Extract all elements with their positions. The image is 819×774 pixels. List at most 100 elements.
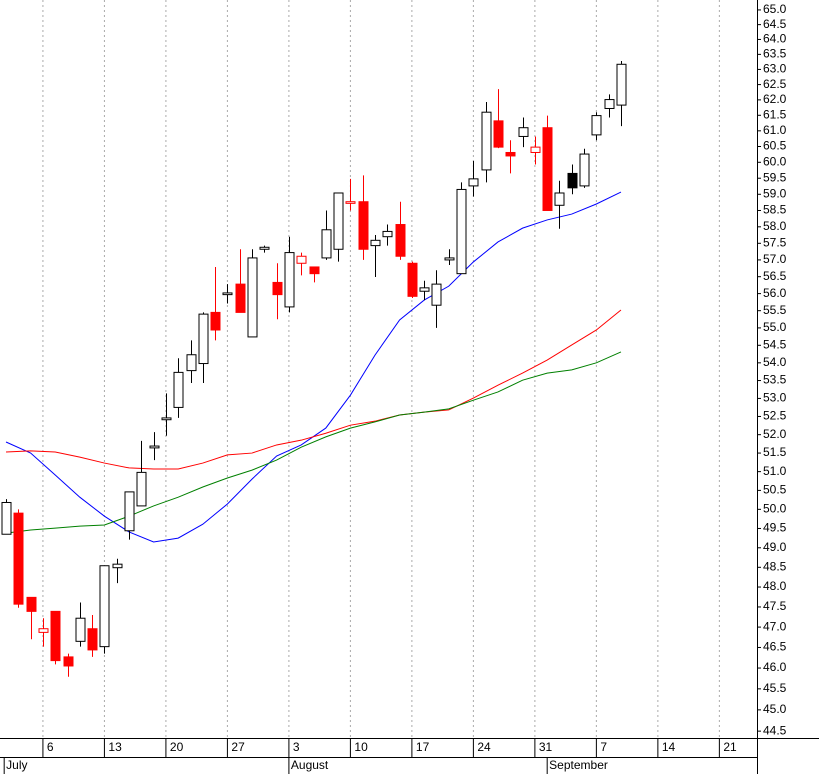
candle-body — [370, 239, 381, 247]
y-tick-label: 53.5 — [763, 373, 787, 387]
y-tick-label: 54.5 — [763, 337, 787, 351]
y-tick-label: 61.0 — [763, 123, 787, 137]
y-tick-label: 57.5 — [763, 235, 787, 249]
x-tick-label: 20 — [170, 740, 184, 754]
candle-body — [136, 471, 147, 507]
candle-body — [468, 178, 479, 187]
y-tick-label: 62.0 — [763, 92, 787, 106]
y-tick-label: 59.0 — [763, 186, 787, 200]
y-tick-label: 53.0 — [763, 391, 787, 405]
x-tick-label: 13 — [108, 740, 122, 754]
candle-body — [431, 283, 442, 306]
y-tick-label: 49.5 — [763, 521, 787, 535]
x-tick-label: 24 — [477, 740, 491, 754]
y-tick-label: 46.5 — [763, 640, 787, 654]
y-tick-label: 44.5 — [763, 723, 787, 737]
y-tick-label: 59.5 — [763, 170, 787, 184]
candle-body — [407, 262, 418, 297]
y-tick-label: 55.0 — [763, 320, 787, 334]
y-tick-label: 51.0 — [763, 464, 787, 478]
y-tick-label: 63.0 — [763, 62, 787, 76]
candle-body — [1, 501, 12, 535]
x-tick-label: 3 — [293, 740, 300, 754]
candle-body — [542, 127, 553, 211]
moving-average — [5, 351, 622, 534]
y-tick-label: 64.5 — [763, 17, 787, 31]
x-tick-label: 17 — [416, 740, 430, 754]
candle-body — [591, 115, 602, 136]
y-tick-label: 48.0 — [763, 579, 787, 593]
y-tick-label: 60.5 — [763, 139, 787, 153]
month-label: August — [291, 758, 329, 772]
x-tick-label: 27 — [231, 740, 245, 754]
candle-body — [38, 628, 49, 633]
candle-body — [235, 283, 246, 313]
y-tick-label: 61.5 — [763, 107, 787, 121]
y-tick-label: 62.5 — [763, 77, 787, 91]
candle-body — [296, 255, 307, 264]
moving-average — [6, 309, 622, 470]
y-tick-label: 56.5 — [763, 269, 787, 283]
y-tick-label: 46.0 — [763, 660, 787, 674]
candle-body — [284, 252, 295, 308]
y-tick-label: 50.0 — [763, 501, 787, 515]
x-tick-label: 31 — [539, 740, 553, 754]
y-tick-label: 45.5 — [763, 681, 787, 695]
y-tick-label: 48.5 — [763, 559, 787, 573]
candle-body — [50, 610, 61, 662]
y-tick-label: 55.5 — [763, 303, 787, 317]
candle-body — [345, 201, 356, 204]
y-tick-label: 45.0 — [763, 702, 787, 716]
y-tick-label: 50.5 — [763, 483, 787, 497]
candle-body — [518, 127, 529, 137]
y-tick-label: 56.0 — [763, 286, 787, 300]
candle-body — [530, 146, 541, 153]
candle-body — [124, 491, 135, 532]
y-tick-label: 51.5 — [763, 445, 787, 459]
candle-body — [222, 292, 233, 296]
x-tick-label: 21 — [723, 740, 737, 754]
candle-body — [395, 224, 406, 257]
candle-body — [210, 311, 221, 331]
y-tick-label: 63.5 — [763, 47, 787, 61]
candle-body — [272, 281, 283, 296]
candle-body — [321, 229, 332, 259]
y-tick-label: 52.5 — [763, 409, 787, 423]
candle-body — [75, 617, 86, 642]
candle-body — [456, 188, 467, 275]
month-label: July — [6, 758, 27, 772]
candle-body — [173, 371, 184, 408]
candle-body — [112, 563, 123, 569]
candle-body — [419, 287, 430, 292]
y-tick-label: 47.5 — [763, 599, 787, 613]
y-tick-label: 65.0 — [763, 2, 787, 16]
candle-body — [333, 192, 344, 250]
candle-body — [247, 257, 258, 338]
candle-body — [382, 230, 393, 238]
y-tick-label: 49.0 — [763, 540, 787, 554]
y-tick-label: 47.0 — [763, 619, 787, 633]
candle-body — [567, 172, 578, 189]
y-tick-label: 60.0 — [763, 154, 787, 168]
y-tick-label: 54.0 — [763, 355, 787, 369]
candle-body — [616, 63, 627, 106]
y-tick-label: 64.0 — [763, 32, 787, 46]
candle-body — [13, 512, 24, 605]
candle-body — [505, 151, 516, 157]
candle-body — [259, 246, 270, 250]
candle-body — [161, 417, 172, 421]
candle-body — [99, 565, 110, 648]
x-tick-label: 14 — [662, 740, 676, 754]
y-tick-label: 58.0 — [763, 219, 787, 233]
candle-body — [198, 313, 209, 365]
candle-body — [309, 266, 320, 275]
candle-body — [26, 596, 37, 612]
candle-body — [493, 120, 504, 148]
candle-body — [604, 99, 615, 109]
candle-body — [554, 192, 565, 206]
month-label: September — [549, 758, 608, 772]
y-tick-label: 57.0 — [763, 252, 787, 266]
y-tick-label: 58.5 — [763, 203, 787, 217]
